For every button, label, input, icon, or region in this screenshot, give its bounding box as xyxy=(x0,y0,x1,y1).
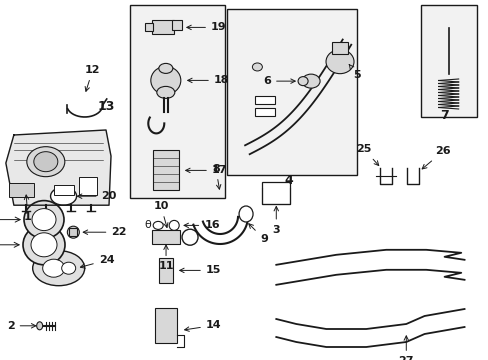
Text: 24: 24 xyxy=(80,255,114,268)
Bar xyxy=(155,308,177,343)
Bar xyxy=(153,150,179,190)
Text: 6: 6 xyxy=(263,76,295,86)
Ellipse shape xyxy=(32,208,56,231)
Polygon shape xyxy=(6,130,111,205)
Ellipse shape xyxy=(239,206,252,222)
Text: 27: 27 xyxy=(398,336,413,360)
Bar xyxy=(159,258,172,283)
Ellipse shape xyxy=(31,233,57,257)
Ellipse shape xyxy=(252,63,262,71)
Ellipse shape xyxy=(302,74,320,88)
Ellipse shape xyxy=(27,147,65,177)
Bar xyxy=(79,176,97,194)
Ellipse shape xyxy=(24,201,64,239)
Text: 26: 26 xyxy=(421,147,450,169)
Ellipse shape xyxy=(169,220,179,230)
Ellipse shape xyxy=(298,77,307,86)
Ellipse shape xyxy=(67,226,79,238)
Ellipse shape xyxy=(23,225,65,265)
Bar xyxy=(255,108,275,116)
Bar xyxy=(262,181,290,204)
Ellipse shape xyxy=(150,66,181,94)
Text: 5: 5 xyxy=(348,64,360,80)
Bar xyxy=(152,230,180,244)
Text: 3: 3 xyxy=(272,207,280,235)
Ellipse shape xyxy=(33,251,84,286)
Bar xyxy=(152,21,174,35)
Ellipse shape xyxy=(34,152,58,172)
Text: 4: 4 xyxy=(284,174,292,187)
Bar xyxy=(54,185,74,195)
Text: 10: 10 xyxy=(153,201,168,228)
Text: θ: θ xyxy=(144,220,151,230)
Text: 20: 20 xyxy=(77,191,117,201)
Text: 23: 23 xyxy=(0,238,19,251)
Ellipse shape xyxy=(182,229,198,245)
Bar xyxy=(331,42,347,54)
Text: 15: 15 xyxy=(179,265,221,275)
Bar xyxy=(9,183,34,197)
Bar xyxy=(129,5,224,198)
Ellipse shape xyxy=(61,262,76,274)
Bar xyxy=(69,228,77,236)
Text: 1: 1 xyxy=(24,195,32,222)
Ellipse shape xyxy=(50,187,77,205)
Ellipse shape xyxy=(325,50,353,74)
Text: 2: 2 xyxy=(7,321,36,331)
Text: 18: 18 xyxy=(187,75,229,85)
Bar xyxy=(227,9,356,175)
Bar xyxy=(420,5,476,117)
Text: 21: 21 xyxy=(0,213,20,226)
Ellipse shape xyxy=(42,259,64,277)
Text: 14: 14 xyxy=(184,320,221,331)
Ellipse shape xyxy=(37,322,42,330)
Text: 12: 12 xyxy=(85,65,100,91)
Text: 22: 22 xyxy=(83,227,126,237)
Text: 13: 13 xyxy=(97,100,115,113)
Text: 25: 25 xyxy=(356,144,378,166)
Text: 9: 9 xyxy=(248,224,267,244)
Text: 16: 16 xyxy=(183,220,220,230)
Bar xyxy=(144,23,153,31)
Ellipse shape xyxy=(159,63,172,73)
Text: 11: 11 xyxy=(158,245,173,271)
Text: 8: 8 xyxy=(212,164,221,189)
Text: 7: 7 xyxy=(440,109,448,122)
Bar xyxy=(255,96,275,104)
Ellipse shape xyxy=(157,86,175,98)
Bar xyxy=(172,21,182,30)
Text: 19: 19 xyxy=(186,22,226,32)
Ellipse shape xyxy=(153,221,163,229)
Text: 17: 17 xyxy=(185,165,227,175)
